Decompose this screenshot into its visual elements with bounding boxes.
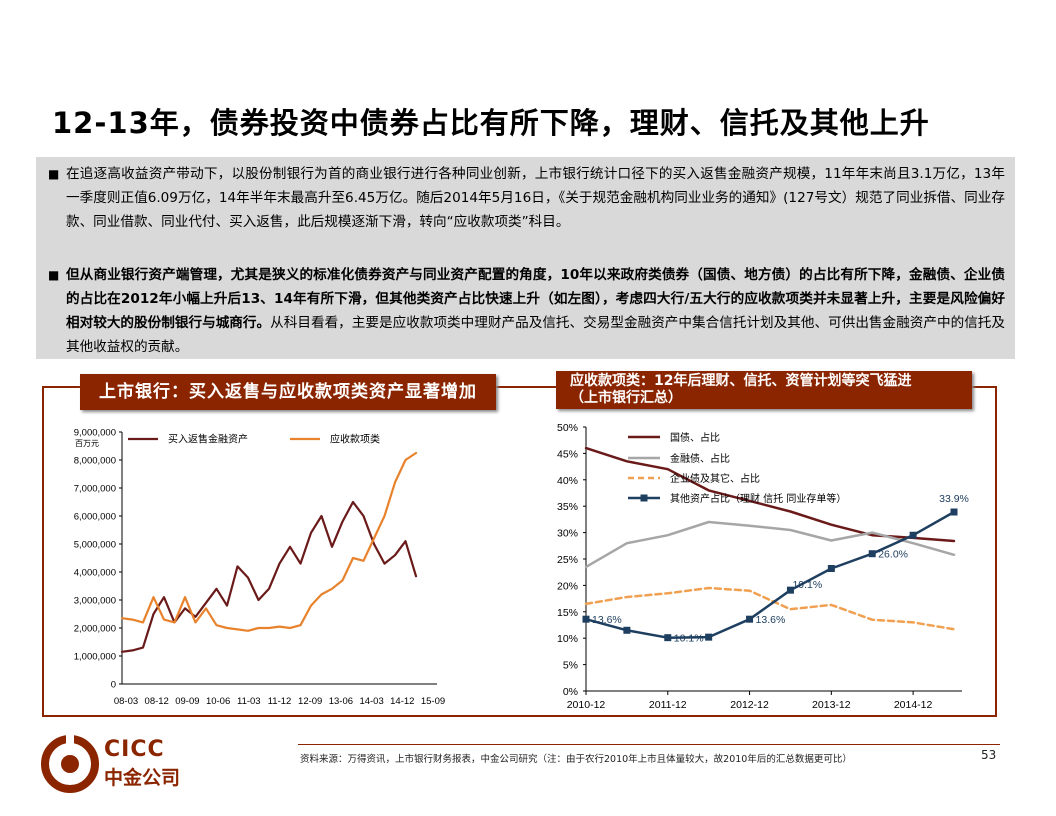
right-chart-y-tick-label: 10% xyxy=(557,633,578,645)
right-chart-data-label: 19.1% xyxy=(792,579,822,591)
right-chart-y-tick-label: 25% xyxy=(557,554,578,566)
charts-frame xyxy=(42,386,997,717)
left-chart-legend-label: 应收款项类 xyxy=(330,433,380,446)
right-chart-y-tick-label: 45% xyxy=(557,448,578,460)
bullet-icon: ■ xyxy=(48,268,60,282)
right-chart-banner-line-2: （上市银行汇总） xyxy=(570,390,682,406)
left-chart-banner: 上市银行：买入返售与应收款项类资产显著增加 xyxy=(80,374,496,410)
right-chart-x-tick-label: 2013-12 xyxy=(812,699,851,711)
right-chart-data-point xyxy=(705,633,713,641)
right-chart-y-tick-label: 35% xyxy=(557,501,578,513)
right-chart-data-point xyxy=(950,508,958,516)
right-chart-legend-label: 其他资产占比（理财 信托 同业存单等） xyxy=(670,492,846,505)
left-chart-y-tick-label: 6,000,000 xyxy=(74,512,116,523)
logo-text-en: CICC xyxy=(104,737,165,762)
right-chart-x-tick-label: 2014-12 xyxy=(894,699,933,711)
right-chart-legend-label: 国债、占比 xyxy=(670,431,720,444)
left-chart-legend-label: 买入返售金融资产 xyxy=(168,433,248,446)
left-chart-y-tick-label: 7,000,000 xyxy=(74,484,116,495)
right-chart-data-label: 26.0% xyxy=(878,549,908,561)
right-chart-legend-label: 金融债、占比 xyxy=(670,452,730,465)
logo-text-cn: 中金公司 xyxy=(104,767,181,789)
right-chart-x-tick-label: 2012-12 xyxy=(730,699,769,711)
page-title: 12-13年，债券投资中债券占比有所下降，理财、信托及其他上升 xyxy=(52,106,930,140)
left-chart-x-tick-label: 13-06 xyxy=(329,696,353,707)
right-chart-data-point xyxy=(664,634,672,642)
left-chart-y-tick-label: 3,000,000 xyxy=(74,596,116,607)
right-chart-series-4-line xyxy=(584,510,956,639)
right-chart-y-tick-label: 0% xyxy=(563,686,578,698)
right-chart-y-tick-label: 30% xyxy=(557,528,578,540)
right-chart-data-point xyxy=(746,615,754,623)
right-chart-y-tick-label: 5% xyxy=(563,660,578,672)
right-chart-data-point xyxy=(909,531,917,539)
left-chart-series-2-line xyxy=(120,451,418,632)
right-chart-data-label: 13.6% xyxy=(592,614,622,626)
right-chart-data-label: 10.1% xyxy=(674,633,704,645)
cicc-logo-icon xyxy=(41,734,99,793)
paragraph-2-text: 从科目看看，主要是应收款项类中理财产品及信托、交易型金融资产中集合信托计划及其他… xyxy=(66,315,1006,355)
left-chart-y-tick-label: 4,000,000 xyxy=(74,568,116,579)
right-chart-series-2-line xyxy=(584,520,956,569)
right-chart-data-label: 13.6% xyxy=(756,614,786,626)
right-chart-y-tick-label: 15% xyxy=(557,607,578,619)
left-chart-y-tick-label: 5,000,000 xyxy=(74,540,116,551)
right-chart-banner: 应收款项类：12年后理财、信托、资管计划等突飞猛进 （上市银行汇总） xyxy=(556,371,972,409)
right-chart-series-3-line xyxy=(584,586,956,631)
paragraph-1: ■ 在追逐高收益资产带动下，以股份制银行为首的商业银行进行各种同业创新，上市银行… xyxy=(48,162,1005,234)
footer-divider xyxy=(298,744,1000,745)
right-chart-series-1-line xyxy=(584,446,956,543)
left-chart-x-tick-label: 08-12 xyxy=(145,696,169,707)
left-chart-y-tick-label: 0 xyxy=(111,680,116,691)
right-chart-legend-marker xyxy=(640,494,648,502)
left-chart-x-tick-label: 12-09 xyxy=(298,696,322,707)
right-chart-data-point xyxy=(623,626,631,634)
page-number: 53 xyxy=(981,748,997,762)
bullet-icon: ■ xyxy=(48,167,60,181)
left-chart-y-unit: 百万元 xyxy=(75,439,99,448)
paragraph-1-text: 在追逐高收益资产带动下，以股份制银行为首的商业银行进行各种同业创新，上市银行统计… xyxy=(66,166,1005,230)
source-note: 资料来源：万得资讯，上市银行财务报表，中金公司研究（注：由于农行2010年上市且… xyxy=(300,754,852,765)
left-chart-y-tick-label: 2,000,000 xyxy=(74,624,116,635)
right-chart-x-tick-label: 2011-12 xyxy=(649,699,687,711)
left-chart-series-1-line xyxy=(120,500,418,653)
right-chart-y-tick-label: 40% xyxy=(557,475,578,487)
right-chart-data-point xyxy=(827,565,835,573)
left-chart-x-tick-label: 14-12 xyxy=(390,696,414,707)
right-chart-banner-line-1: 应收款项类：12年后理财、信托、资管计划等突飞猛进 xyxy=(570,373,912,389)
paragraph-2-bold-text: 但从商业银行资产端管理，尤其是狭义的标准化债券资产与同业资产配置的角度，10年以… xyxy=(66,267,1005,331)
summary-box: ■ 在追逐高收益资产带动下，以股份制银行为首的商业银行进行各种同业创新，上市银行… xyxy=(36,157,1015,359)
right-chart-data-label: 33.9% xyxy=(939,493,969,505)
left-chart-y-tick-label: 8,000,000 xyxy=(74,456,116,467)
right-chart-data-point xyxy=(582,615,590,623)
right-chart-data-point xyxy=(786,586,794,594)
left-chart-x-tick-label: 15-09 xyxy=(421,696,445,707)
right-chart-y-tick-label: 50% xyxy=(557,422,578,434)
paragraph-2: ■ 但从商业银行资产端管理，尤其是狭义的标准化债券资产与同业资产配置的角度，10… xyxy=(48,263,1005,359)
right-chart-legend-label: 企业债及其它、占比 xyxy=(670,472,760,485)
left-chart-x-tick-label: 10-06 xyxy=(206,696,230,707)
right-chart-x-tick-label: 2010-12 xyxy=(567,699,606,711)
left-chart-x-tick-label: 11-03 xyxy=(237,696,261,707)
right-chart-y-tick-label: 20% xyxy=(557,580,578,592)
left-chart-x-tick-label: 14-03 xyxy=(359,696,383,707)
left-chart-y-tick-label: 1,000,000 xyxy=(74,652,116,663)
left-chart-x-tick-label: 11-12 xyxy=(268,696,292,707)
left-chart-x-tick-label: 09-09 xyxy=(175,696,199,707)
left-chart-x-tick-label: 08-03 xyxy=(114,696,138,707)
left-chart-y-tick-label: 9,000,000 xyxy=(74,428,116,439)
right-chart-data-point xyxy=(868,550,876,558)
